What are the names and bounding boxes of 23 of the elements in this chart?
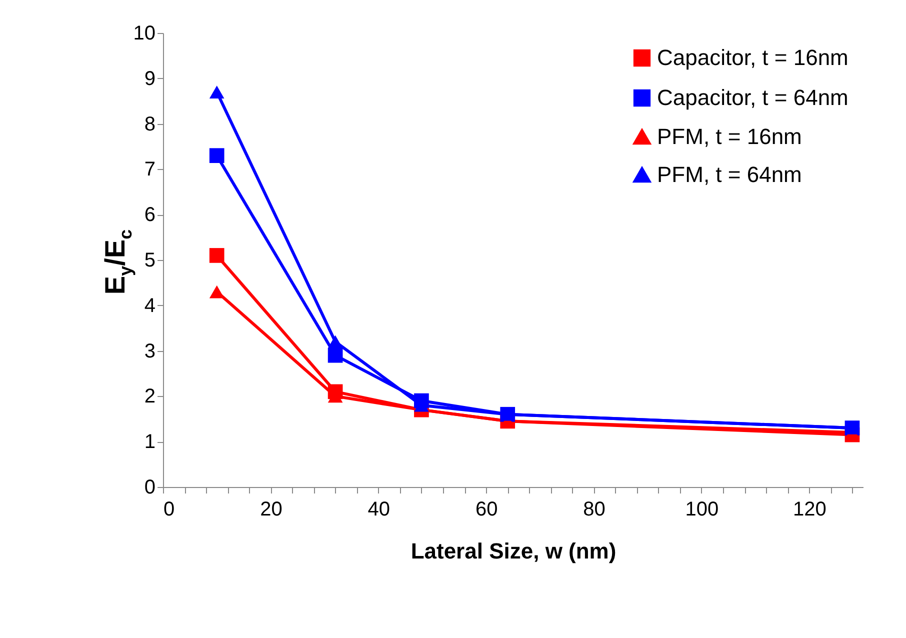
- x-tick-label: 0: [164, 498, 175, 520]
- y-tick-label: 5: [144, 250, 156, 272]
- x-tick-label: 20: [260, 498, 282, 520]
- y-tick-label: 2: [144, 386, 156, 408]
- x-tick-label: 40: [368, 498, 390, 520]
- y-tick-label: 0: [144, 476, 156, 498]
- legend-label: Capacitor, t = 64nm: [657, 85, 848, 110]
- legend-label: PFM, t = 64nm: [657, 162, 802, 187]
- x-tick-label: 100: [685, 498, 719, 520]
- y-tick-label: 3: [144, 340, 156, 362]
- y-tick-label: 6: [144, 204, 156, 226]
- y-tick-label: 8: [144, 113, 156, 136]
- y-tick-label: 4: [144, 294, 156, 317]
- y-tick-label: 10: [133, 22, 156, 44]
- y-tick-label: 7: [144, 158, 156, 181]
- x-tick-label: 80: [583, 498, 606, 520]
- x-tick-label: 60: [475, 498, 498, 520]
- x-axis-title: Lateral Size, w (nm): [410, 538, 616, 564]
- x-tick-label: 120: [792, 498, 826, 520]
- legend-label: Capacitor, t = 16nm: [657, 45, 848, 70]
- y-tick-label: 1: [144, 431, 156, 454]
- legend-label: PFM, t = 16nm: [657, 124, 802, 149]
- y-tick-label: 9: [144, 68, 156, 90]
